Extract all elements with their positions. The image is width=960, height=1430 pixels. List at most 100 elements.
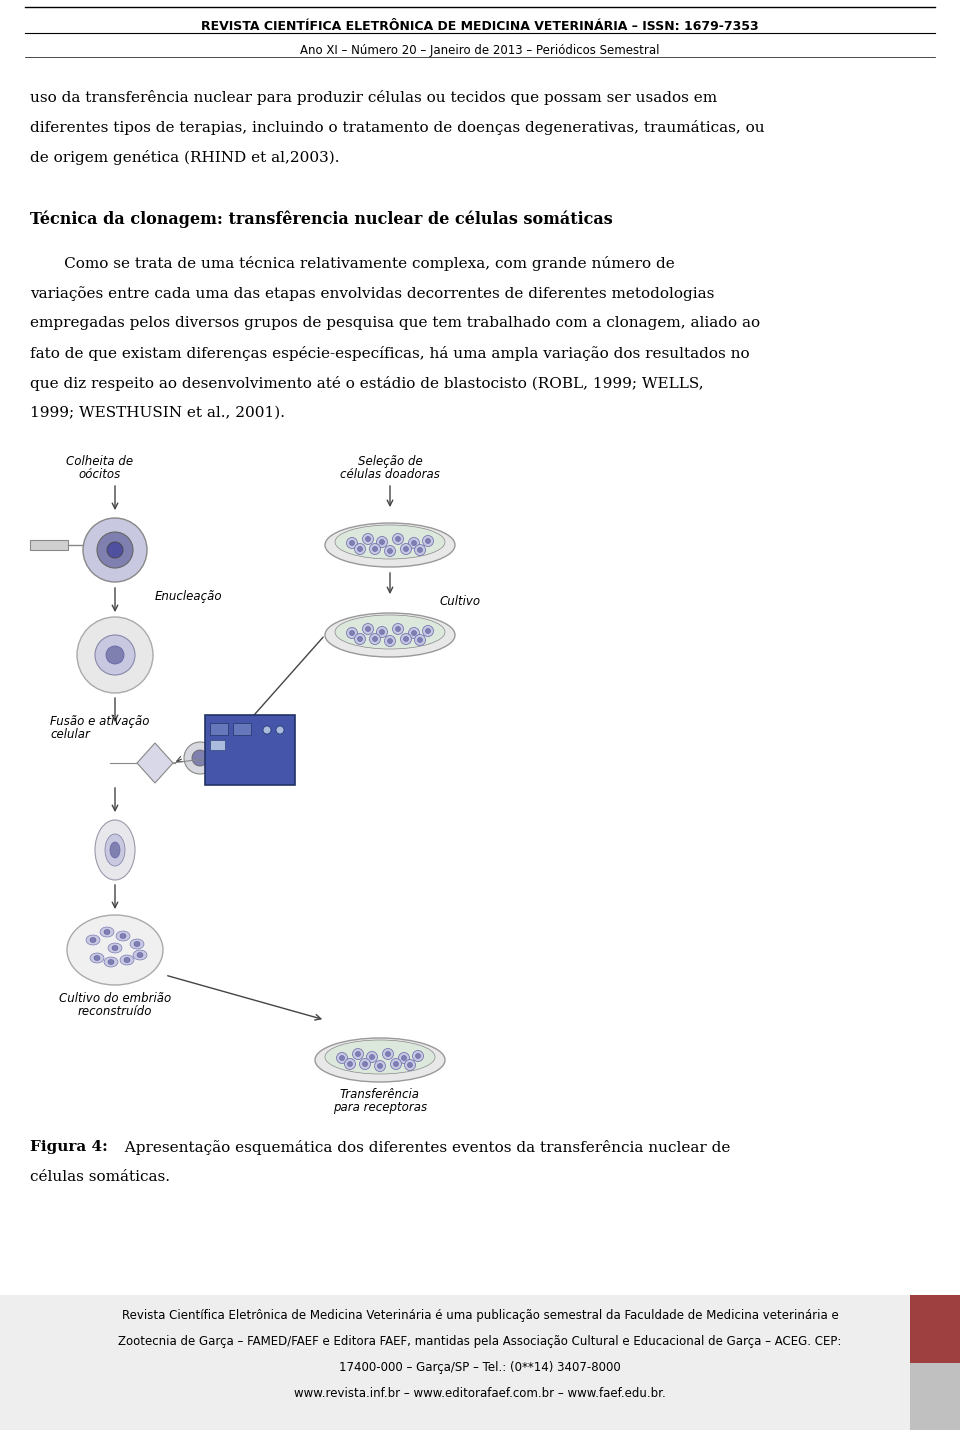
Text: Fusão e ativação: Fusão e ativação [50,715,150,728]
Circle shape [416,1054,420,1058]
Text: Revista Científica Eletrônica de Medicina Veterinária é uma publicação semestral: Revista Científica Eletrônica de Medicin… [122,1308,838,1321]
Circle shape [95,635,135,675]
Circle shape [377,1064,382,1068]
Ellipse shape [90,952,104,962]
Text: fato de que existam diferenças espécie-específicas, há uma ampla variação dos re: fato de que existam diferenças espécie-e… [30,346,750,360]
Text: de origem genética (RHIND et al,2003).: de origem genética (RHIND et al,2003). [30,150,340,164]
Text: Técnica da clonagem: transfêrencia nuclear de células somáticas: Técnica da clonagem: transfêrencia nucle… [30,210,612,227]
Text: uso da transferência nuclear para produzir células ou tecidos que possam ser usa: uso da transferência nuclear para produz… [30,90,717,104]
Circle shape [400,543,412,555]
Text: Cultivo: Cultivo [440,595,481,608]
Circle shape [363,1061,368,1067]
Circle shape [376,626,388,638]
Ellipse shape [108,942,122,952]
Circle shape [366,536,371,542]
Circle shape [363,623,373,635]
Text: 1999; WESTHUSIN et al., 2001).: 1999; WESTHUSIN et al., 2001). [30,406,285,420]
Text: células doadoras: células doadoras [340,468,440,480]
Ellipse shape [105,834,125,867]
Circle shape [370,1054,374,1060]
Circle shape [412,631,417,635]
Ellipse shape [120,934,126,938]
Circle shape [359,1058,371,1070]
Ellipse shape [95,819,135,879]
Text: variações entre cada uma das etapas envolvidas decorrentes de diferentes metodol: variações entre cada uma das etapas envo… [30,286,714,300]
Text: Transferência: Transferência [340,1088,420,1101]
Circle shape [404,1060,416,1071]
Circle shape [354,543,366,555]
Text: células somáticas.: células somáticas. [30,1170,170,1184]
Text: diferentes tipos de terapias, incluindo o tratamento de doenças degenerativas, t: diferentes tipos de terapias, incluindo … [30,120,764,134]
Ellipse shape [104,930,110,934]
Circle shape [391,1058,401,1070]
Ellipse shape [120,955,134,965]
Ellipse shape [137,952,143,958]
Bar [233,724,251,735]
Circle shape [340,1055,345,1061]
Circle shape [376,536,388,548]
Circle shape [385,635,396,646]
Circle shape [77,616,153,694]
Text: reconstruído: reconstruído [78,1005,153,1018]
Ellipse shape [335,615,445,649]
Circle shape [396,626,400,632]
Circle shape [366,626,371,632]
Circle shape [372,636,377,642]
Text: oócitos: oócitos [79,468,121,480]
Text: Ano XI – Número 20 – Janeiro de 2013 – Periódicos Semestral: Ano XI – Número 20 – Janeiro de 2013 – P… [300,44,660,57]
Text: empregadas pelos diversos grupos de pesquisa que tem trabalhado com a clonagem, : empregadas pelos diversos grupos de pesq… [30,316,760,330]
Bar [210,739,225,749]
Ellipse shape [124,958,130,962]
Text: para receptoras: para receptoras [333,1101,427,1114]
Circle shape [355,1051,361,1057]
Ellipse shape [86,935,100,945]
Circle shape [403,636,409,642]
Circle shape [382,1048,394,1060]
Circle shape [418,548,422,552]
Circle shape [354,633,366,645]
Circle shape [363,533,373,545]
Circle shape [401,1055,406,1061]
Polygon shape [137,744,173,784]
Text: celular: celular [50,728,90,741]
Ellipse shape [67,915,163,985]
Circle shape [97,532,133,568]
Circle shape [425,539,430,543]
Circle shape [422,625,434,636]
Circle shape [276,726,284,734]
Bar [210,724,228,735]
Ellipse shape [325,1040,435,1074]
Circle shape [403,546,409,552]
Ellipse shape [134,941,140,947]
Circle shape [415,635,425,645]
Bar [910,1363,960,1430]
Ellipse shape [130,940,144,950]
Ellipse shape [112,945,118,951]
Circle shape [400,633,412,645]
Ellipse shape [116,931,130,941]
Bar [30,541,68,551]
Circle shape [192,749,208,766]
Circle shape [379,539,385,545]
Ellipse shape [315,1038,445,1083]
Circle shape [348,1061,352,1067]
Circle shape [407,1062,413,1068]
Ellipse shape [90,938,96,942]
Text: Como se trata de uma técnica relativamente complexa, com grande número de: Como se trata de uma técnica relativamen… [30,256,675,272]
Ellipse shape [94,955,100,961]
Text: Cultivo do embrião: Cultivo do embrião [59,992,171,1005]
Circle shape [349,541,354,545]
Circle shape [337,1052,348,1064]
Circle shape [367,1051,377,1062]
Circle shape [412,541,417,545]
Ellipse shape [335,525,445,559]
Circle shape [352,1048,364,1060]
Circle shape [409,628,420,639]
Text: Colheita de: Colheita de [66,455,133,468]
Circle shape [393,533,403,545]
Circle shape [398,1052,410,1064]
Circle shape [388,639,393,644]
Ellipse shape [133,950,147,960]
Circle shape [372,546,377,552]
Circle shape [374,1061,386,1071]
